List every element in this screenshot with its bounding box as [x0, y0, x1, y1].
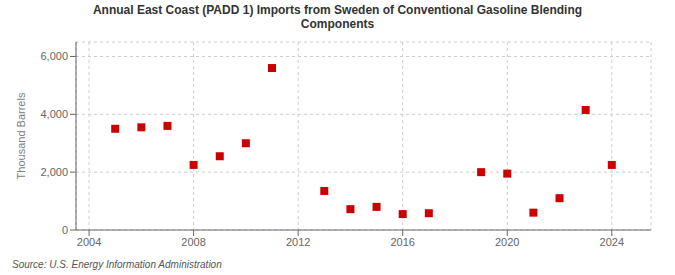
svg-text:2008: 2008 [181, 236, 205, 248]
html-text:Source: U.S. Energy Informatio: Source: U.S. Energy Information Administ… [12, 259, 222, 270]
html-text:Components: Components [300, 17, 375, 31]
svg-text:2020: 2020 [495, 236, 519, 248]
svg-text:4,000: 4,000 [40, 108, 68, 120]
svg-text:2024: 2024 [600, 236, 624, 248]
svg-text:0: 0 [62, 224, 68, 236]
svg-text:2016: 2016 [390, 236, 414, 248]
svg-text:Thousand Barrels: Thousand Barrels [15, 92, 27, 179]
svg-text:2012: 2012 [286, 236, 310, 248]
html-text:Annual East Coast (PADD 1) Imp: Annual East Coast (PADD 1) Imports from … [92, 3, 583, 17]
svg-text:2004: 2004 [77, 236, 101, 248]
svg-text:6,000: 6,000 [40, 50, 68, 62]
svg-text:2,000: 2,000 [40, 166, 68, 178]
